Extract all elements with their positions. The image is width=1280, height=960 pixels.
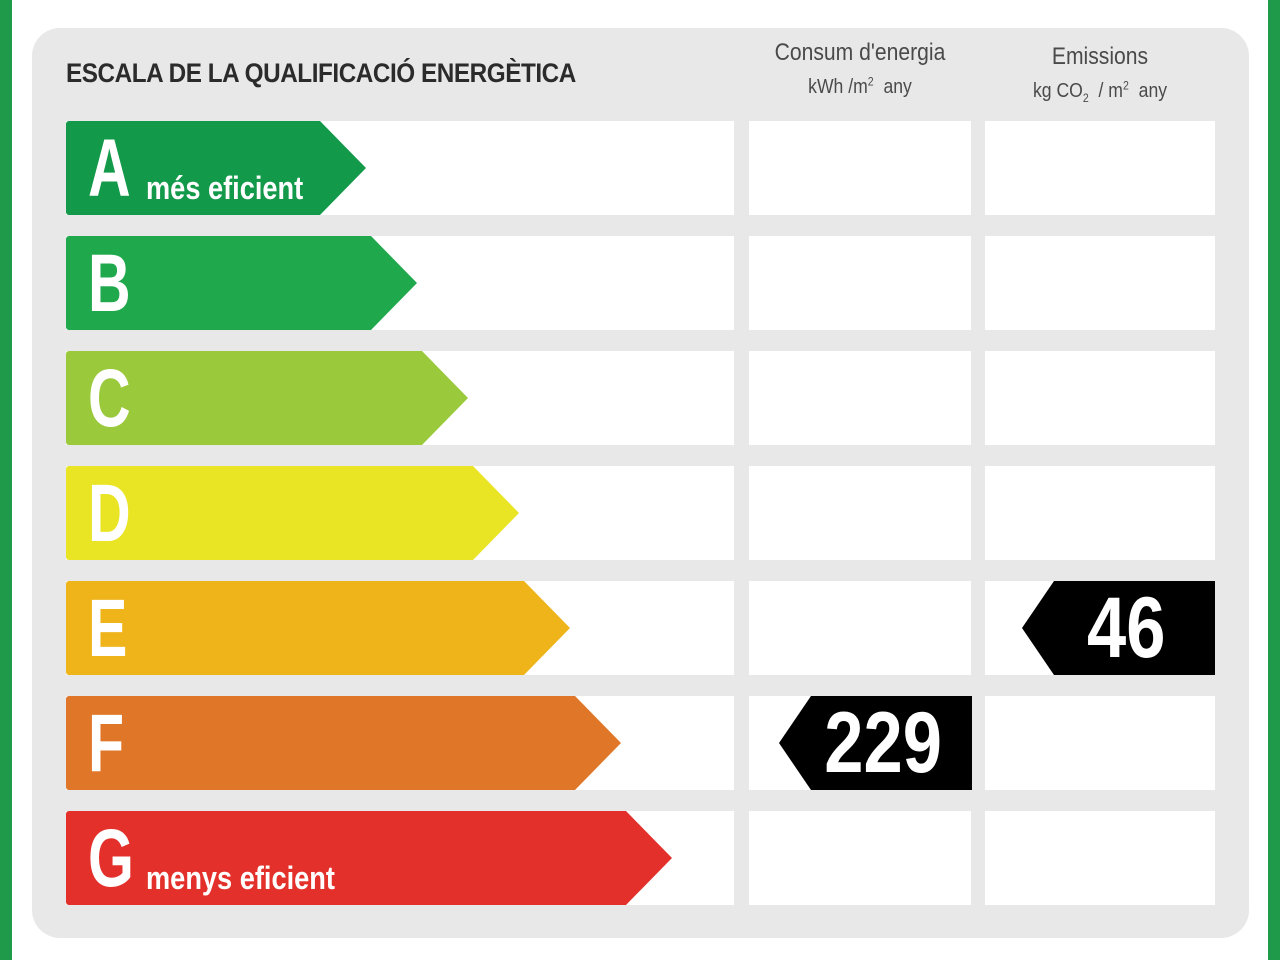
emis-cell-a: [985, 121, 1215, 215]
energy-cell-c: [749, 351, 971, 445]
emis-cell-g: [985, 811, 1215, 905]
energy-column-header: Consum d'energia kWh /m2 any: [761, 38, 958, 102]
energy-cell-b: [749, 236, 971, 330]
rating-arrow-d: D: [66, 466, 519, 560]
emissions-column-label: Emissions: [1051, 43, 1149, 70]
rating-sublabel-a: més eficient: [146, 170, 304, 206]
rating-arrow-e: E: [66, 581, 570, 675]
energy-indicator: 229: [779, 696, 972, 790]
energy-column-label: Consum d'energia: [774, 39, 946, 66]
energy-cell-e: [749, 581, 971, 675]
emissions-column-unit: kg CO2 / m2 any: [1032, 78, 1168, 105]
rating-letter-e: E: [88, 583, 128, 674]
energy-column-unit: kWh /m2 any: [808, 74, 912, 98]
rating-arrow-f: F: [66, 696, 621, 790]
emissions-column-header: Emissions kg CO2 / m2 any: [999, 42, 1201, 106]
rating-letter-c: C: [88, 353, 131, 444]
rating-arrow-c: C: [66, 351, 468, 445]
emis-cell-d: [985, 466, 1215, 560]
rating-letter-g: G: [88, 813, 134, 904]
green-frame-left: [0, 0, 12, 960]
rating-arrow-b: B: [66, 236, 417, 330]
energy-cell-d: [749, 466, 971, 560]
emissions-indicator: 46: [1022, 581, 1215, 675]
rating-letter-f: F: [88, 698, 125, 789]
emis-cell-b: [985, 236, 1215, 330]
emissions-indicator-value: 46: [1086, 580, 1166, 676]
emis-cell-c: [985, 351, 1215, 445]
rating-letter-d: D: [88, 468, 131, 559]
rating-letter-b: B: [88, 238, 131, 329]
energy-cell-a: [749, 121, 971, 215]
green-frame-right: [1268, 0, 1280, 960]
rating-letter-a: A: [88, 123, 131, 214]
scale-title: ESCALA DE LA QUALIFICACIÓ ENERGÈTICA: [66, 58, 576, 88]
energy-indicator-value: 229: [824, 695, 942, 791]
rating-sublabel-g: menys eficient: [146, 860, 335, 896]
energy-cell-g: [749, 811, 971, 905]
emis-cell-f: [985, 696, 1215, 790]
